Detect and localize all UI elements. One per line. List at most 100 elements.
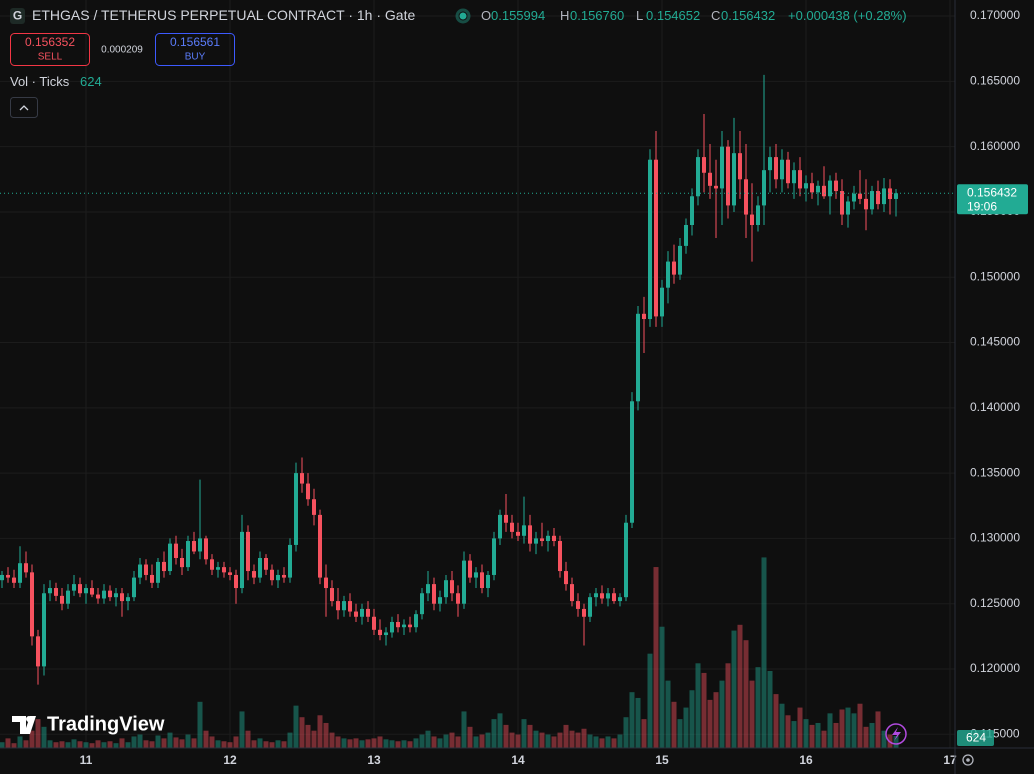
volume-bar (59, 741, 65, 748)
candle-body (804, 183, 808, 189)
volume-bar (695, 663, 701, 748)
volume-bar (683, 707, 689, 748)
candle-body (102, 590, 106, 599)
volume-bar (449, 732, 455, 748)
candle-body (162, 561, 166, 572)
volume-bar (545, 734, 551, 748)
candle-body (258, 557, 262, 578)
sell-price: 0.156352 (25, 35, 75, 49)
volume-bar (611, 738, 617, 748)
volume-bar (47, 740, 53, 748)
volume-bar (437, 738, 443, 748)
volume-bar (125, 742, 131, 748)
candle-body (726, 146, 730, 206)
volume-bar (599, 738, 605, 748)
candle-body (588, 597, 592, 617)
candle-body (372, 616, 376, 630)
candle-body (360, 608, 364, 617)
volume-bar (623, 717, 629, 748)
volume-bar (299, 717, 305, 748)
candle-body (756, 205, 760, 226)
candle-body (540, 538, 544, 542)
volume-bar (503, 724, 509, 748)
candle-body (192, 541, 196, 552)
candle-body (156, 561, 160, 583)
volume-bar (845, 707, 851, 748)
volume-bar (263, 741, 269, 748)
volume-bar (473, 736, 479, 748)
volume-bar (833, 722, 839, 748)
volume-bar (95, 740, 101, 748)
candle-body (108, 590, 112, 598)
candle-body (792, 170, 796, 184)
volume-bar (0, 742, 5, 748)
candle-body (846, 201, 850, 215)
volume-bar (509, 732, 515, 748)
candle-body (150, 574, 154, 583)
volume-bar (863, 726, 869, 748)
volume-bar (761, 557, 767, 748)
volume-bar (581, 728, 587, 748)
candle-body (498, 514, 502, 539)
volume-bar (443, 734, 449, 748)
volume-bar (827, 713, 833, 748)
candle-body (672, 261, 676, 275)
candle-body (522, 525, 526, 536)
candle-body (408, 624, 412, 628)
volume-bar (455, 736, 461, 748)
candle-body (414, 614, 418, 628)
candle-body (282, 574, 286, 578)
candle-body (774, 157, 778, 180)
volume-bar (383, 739, 389, 748)
candle-body (198, 538, 202, 552)
candle-body (702, 157, 706, 173)
candle-body (438, 597, 442, 604)
candle-body (642, 313, 646, 320)
buy-button[interactable] (155, 33, 235, 66)
volume-bar (71, 739, 77, 748)
candle-body (234, 574, 238, 589)
volume-bar (791, 721, 797, 748)
volume-bar (35, 719, 41, 748)
x-tick-label: 15 (655, 753, 669, 767)
volume-bar (113, 743, 119, 748)
volume-bar (893, 735, 899, 748)
candle-body (318, 514, 322, 578)
volume-bar (323, 722, 329, 748)
candle-body (276, 574, 280, 581)
sell-button[interactable] (10, 33, 90, 66)
candle-body (576, 601, 580, 609)
volume-bar (539, 732, 545, 748)
logo-text: TradingView (47, 713, 165, 735)
candle-body (246, 531, 250, 572)
candle-body (504, 514, 508, 523)
candle-body (474, 572, 478, 578)
volume-bar (491, 719, 497, 748)
volume-bar (389, 740, 395, 748)
volume-bar (23, 740, 29, 748)
volume-bar (677, 719, 683, 748)
candle-body (144, 564, 148, 575)
volume-bar (347, 739, 353, 748)
candle-body (630, 401, 634, 523)
settings-button[interactable] (962, 754, 974, 766)
volume-bar (647, 653, 653, 748)
volume-bar (743, 640, 749, 748)
candle-body (690, 196, 694, 226)
candle-body (168, 543, 172, 572)
candle-body (660, 287, 664, 317)
volume-bar (251, 740, 257, 748)
candle-body (462, 560, 466, 604)
candle-body (228, 572, 232, 575)
candle-body (762, 170, 766, 206)
volume-tag-value: 624 (966, 731, 986, 745)
volume-pane (0, 557, 899, 748)
candle-body (24, 563, 28, 573)
collapse-button[interactable] (10, 97, 38, 118)
status-dot-core (459, 12, 467, 20)
candle-body (894, 193, 898, 199)
lightning-button[interactable] (885, 723, 907, 745)
volume-label: Vol · Ticks (10, 74, 70, 89)
volume-bar (617, 734, 623, 748)
candle-body (678, 245, 682, 275)
